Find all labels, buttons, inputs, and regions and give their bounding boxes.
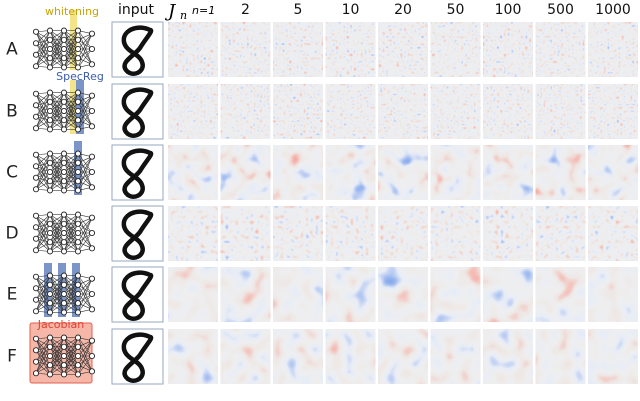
sensitivity-map — [587, 83, 639, 140]
sensitivity-map — [430, 83, 481, 140]
column-label: 20 — [394, 2, 412, 18]
sensitivity-map — [377, 83, 429, 140]
row-label: F — [7, 347, 17, 367]
sensitivity-map — [220, 266, 271, 323]
sensitivity-map — [220, 21, 271, 78]
sensitivity-map — [167, 144, 219, 201]
sensitivity-map — [430, 266, 481, 323]
sensitivity-map — [167, 21, 219, 78]
sensitivity-map — [272, 21, 324, 78]
column-label: 100 — [495, 2, 522, 18]
row-label: E — [7, 285, 18, 305]
sensitivity-map — [220, 144, 271, 201]
sensitivity-map — [377, 144, 429, 201]
sensitivity-map — [587, 205, 639, 262]
whitening-band — [70, 80, 77, 134]
sensitivity-map — [482, 144, 534, 201]
sensitivity-map — [377, 21, 429, 78]
input-digit — [121, 148, 154, 199]
column-label: 500 — [547, 2, 574, 18]
sensitivity-map — [535, 328, 586, 385]
network-diagram — [32, 263, 96, 317]
row-label: A — [6, 40, 18, 60]
sensitivity-map — [377, 328, 429, 385]
sensitivity-map — [325, 83, 376, 140]
sensitivity-map — [587, 21, 639, 78]
jacobian-subscript: n — [180, 9, 187, 22]
specreg-band — [44, 263, 52, 317]
row-label: D — [5, 224, 18, 244]
input-digit — [121, 332, 154, 383]
input-digit — [121, 87, 154, 138]
column-label: 1000 — [595, 2, 631, 18]
sensitivity-map — [167, 83, 219, 140]
sensitivity-map — [482, 205, 534, 262]
specreg-band — [74, 141, 82, 195]
column-label: 10 — [342, 2, 360, 18]
sensitivity-map — [272, 83, 324, 140]
input-digit — [121, 25, 154, 76]
specreg-band — [58, 263, 66, 317]
column-label: 50 — [447, 2, 465, 18]
row-label: C — [6, 163, 18, 183]
jacobian-symbol: J — [164, 1, 177, 22]
network-diagram — [32, 80, 96, 134]
sensitivity-map — [272, 266, 324, 323]
sensitivity-map — [325, 266, 376, 323]
input-box — [111, 144, 164, 201]
column-label: 2 — [241, 2, 250, 18]
sensitivity-map — [482, 266, 534, 323]
sensitivity-map — [430, 144, 481, 201]
sensitivity-map — [272, 328, 324, 385]
sensitivity-map — [482, 83, 534, 140]
row-label: B — [6, 102, 18, 122]
network-diagram — [32, 141, 96, 195]
sensitivity-map — [220, 328, 271, 385]
network-diagram — [32, 10, 96, 71]
sensitivity-map — [272, 205, 324, 262]
sensitivity-map — [535, 205, 586, 262]
input-header: input — [118, 2, 155, 18]
input-digit — [121, 209, 154, 260]
sensitivity-map — [587, 144, 639, 201]
column-label: 5 — [294, 2, 303, 18]
sensitivity-map — [587, 328, 639, 385]
sensitivity-map — [325, 144, 376, 201]
sensitivity-map — [535, 83, 586, 140]
specreg-band — [72, 263, 80, 317]
sensitivity-map — [325, 205, 376, 262]
sensitivity-map — [220, 205, 271, 262]
sensitivity-map — [167, 266, 219, 323]
input-digit — [121, 270, 154, 321]
sensitivity-map — [482, 328, 534, 385]
sensitivity-map — [587, 266, 639, 323]
first-column-label: n=1 — [192, 4, 215, 17]
jacobian-label: Jacobian — [37, 318, 85, 331]
network-diagram — [29, 322, 96, 384]
sensitivity-map — [535, 144, 586, 201]
sensitivity-map — [430, 328, 481, 385]
sensitivity-map — [325, 328, 376, 385]
specreg-label: SpecReg — [56, 70, 104, 83]
specreg-band — [76, 80, 84, 134]
sensitivity-map — [377, 205, 429, 262]
sensitivity-map — [430, 205, 481, 262]
sensitivity-map — [167, 328, 219, 385]
whitening-label: whitening — [45, 5, 99, 18]
sensitivity-map — [377, 266, 429, 323]
sensitivity-map — [535, 21, 586, 78]
sensitivity-map — [220, 83, 271, 140]
sensitivity-map — [272, 144, 324, 201]
sensitivity-map — [167, 205, 219, 262]
sensitivity-map — [430, 21, 481, 78]
sensitivity-map — [482, 21, 534, 78]
network-diagram — [32, 211, 96, 255]
sensitivity-map — [325, 21, 376, 78]
sensitivity-map — [535, 266, 586, 323]
